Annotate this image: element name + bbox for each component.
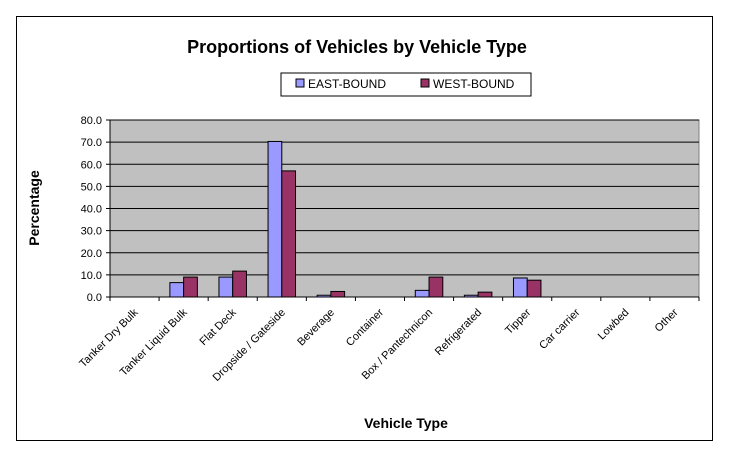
legend-swatch-west-bound (420, 78, 430, 88)
x-tick-label-tipper: Tipper (503, 306, 533, 336)
bar-east-bound-box-pantechnicon (414, 289, 430, 298)
x-tick-label-flat-deck: Flat Deck (197, 306, 239, 348)
gridlines (110, 119, 699, 276)
y-tick-label: 30.0 (81, 226, 102, 238)
bar-east-bound-dropside-gateside (267, 140, 283, 298)
bar-east-bound-tipper (512, 277, 528, 298)
y-tick-labels: 0.0 10.0 20.0 30.0 40.0 50.0 60.0 70.0 80.0 (81, 115, 110, 304)
x-tick-label-lowbed: Lowbed (596, 307, 632, 343)
y-tick-label: 60.0 (81, 159, 102, 171)
y-tick-label: 50.0 (81, 181, 102, 193)
bar-east-bound-tanker-liquid-bulk (169, 282, 185, 298)
y-tick-label: 70.0 (81, 137, 102, 149)
bar-west-bound-dropside-gateside (281, 170, 297, 298)
bar-west-bound-beverage (330, 290, 346, 298)
legend: EAST-BOUND WEST-BOUND (280, 72, 532, 97)
legend-label-east-bound: EAST-BOUND (308, 77, 386, 91)
y-tick-label: 10.0 (81, 270, 102, 282)
x-tick-label-car-carrier: Car carrier (537, 306, 582, 351)
y-tick-label: 20.0 (81, 248, 102, 260)
y-axis-title: Percentage (26, 170, 42, 246)
legend-box (280, 72, 532, 97)
bar-west-bound-flat-deck (232, 270, 247, 298)
bar-west-bound-tanker-liquid-bulk (183, 276, 198, 298)
legend-swatch-east-bound (295, 78, 305, 88)
y-tick-label: 40.0 (81, 204, 102, 216)
chart-title: Proportions of Vehicles by Vehicle Type (187, 37, 527, 57)
x-tick-label-refrigerated: Refrigerated (433, 307, 484, 358)
y-tick-label: 80.0 (81, 115, 102, 127)
x-tick-label-container: Container (344, 306, 386, 348)
x-tick-label-other: Other (653, 306, 681, 334)
bar-west-bound-refrigerated (477, 291, 493, 298)
y-tick-label: 0.0 (87, 292, 102, 304)
x-tick-label-beverage: Beverage (295, 307, 337, 349)
legend-label-west-bound: WEST-BOUND (433, 77, 515, 91)
bars (169, 140, 542, 298)
bar-west-bound-tipper (526, 279, 542, 298)
bar-east-bound-flat-deck (218, 276, 234, 298)
bar-west-bound-box-pantechnicon (428, 276, 444, 298)
x-axis-title: Vehicle Type (364, 415, 448, 431)
